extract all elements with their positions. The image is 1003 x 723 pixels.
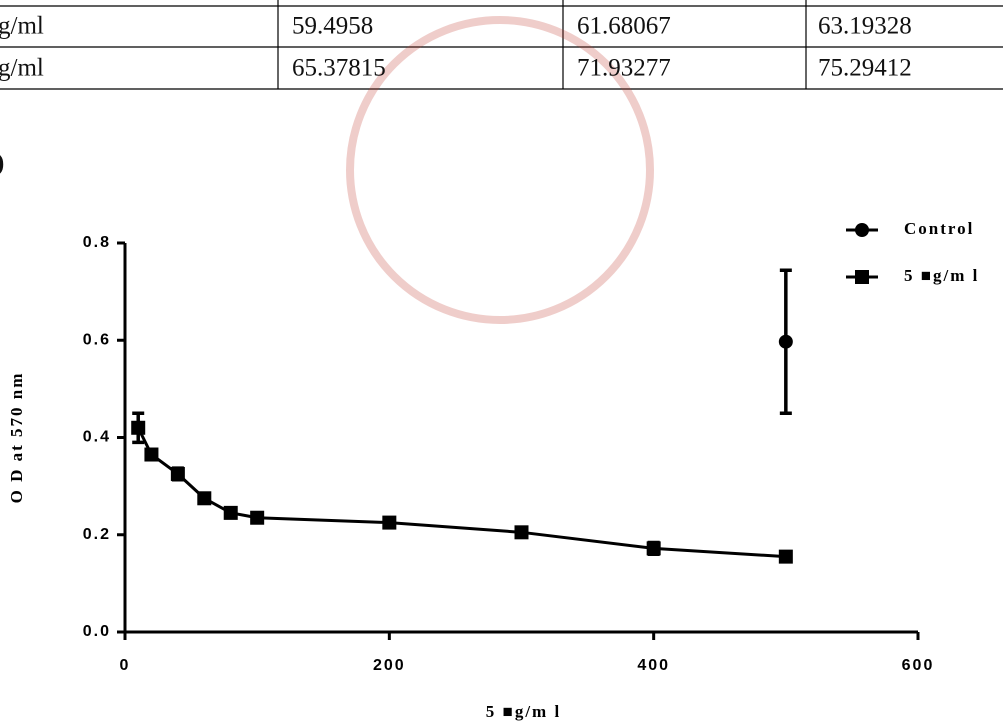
page: ) g/ml 59.4958 61.68067 63.19328 g/ml 65.3781…: [0, 0, 1003, 723]
data-point: [250, 511, 264, 525]
y-tick-label: 0.4: [83, 429, 111, 446]
y-tick-label: 0.2: [83, 526, 111, 543]
x-tick-label: 200: [373, 657, 406, 674]
table-cell: 75.29412: [818, 55, 912, 82]
data-point: [382, 516, 396, 530]
x-tick-label: 400: [637, 657, 670, 674]
table-cell: g/ml: [0, 55, 44, 82]
table-cell: 59.4958: [292, 13, 373, 40]
legend-label: Control: [904, 219, 974, 238]
panel-label: ): [0, 150, 4, 177]
data-point: [131, 421, 145, 435]
table-cell: 65.37815: [292, 55, 386, 82]
data-point: [197, 491, 211, 505]
table-cell: 71.93277: [577, 55, 671, 82]
data-point: [515, 525, 529, 539]
data-point: [779, 550, 793, 564]
legend-marker: [855, 223, 869, 237]
table-cell: g/ml: [0, 13, 44, 40]
y-tick-label: 0.6: [83, 331, 111, 348]
legend-marker: [855, 270, 869, 284]
y-tick-label: 0.0: [83, 623, 111, 640]
data-point: [144, 448, 158, 462]
document-figure: ) g/ml 59.4958 61.68067 63.19328 g/ml 65.3781…: [0, 0, 1003, 723]
table-cell: 63.19328: [818, 13, 912, 40]
data-point: [171, 467, 185, 481]
data-point: [647, 541, 661, 555]
data-point: [779, 335, 793, 349]
series-line: [138, 428, 786, 557]
chart: 0.0 0.2 0.4 0.6 0.8 0 200 400 600 5 ■g/m l O D at …: [7, 219, 979, 721]
y-axis-label: O D at 570 nm: [7, 372, 26, 504]
x-tick-label: 600: [902, 657, 935, 674]
table-cell: 61.68067: [577, 13, 671, 40]
legend-label: 5 ■g/m l: [904, 266, 979, 285]
y-tick-label: 0.8: [83, 234, 111, 251]
x-axis-label: 5 ■g/m l: [486, 702, 561, 721]
x-tick-label: 0: [120, 657, 131, 674]
data-point: [224, 506, 238, 520]
